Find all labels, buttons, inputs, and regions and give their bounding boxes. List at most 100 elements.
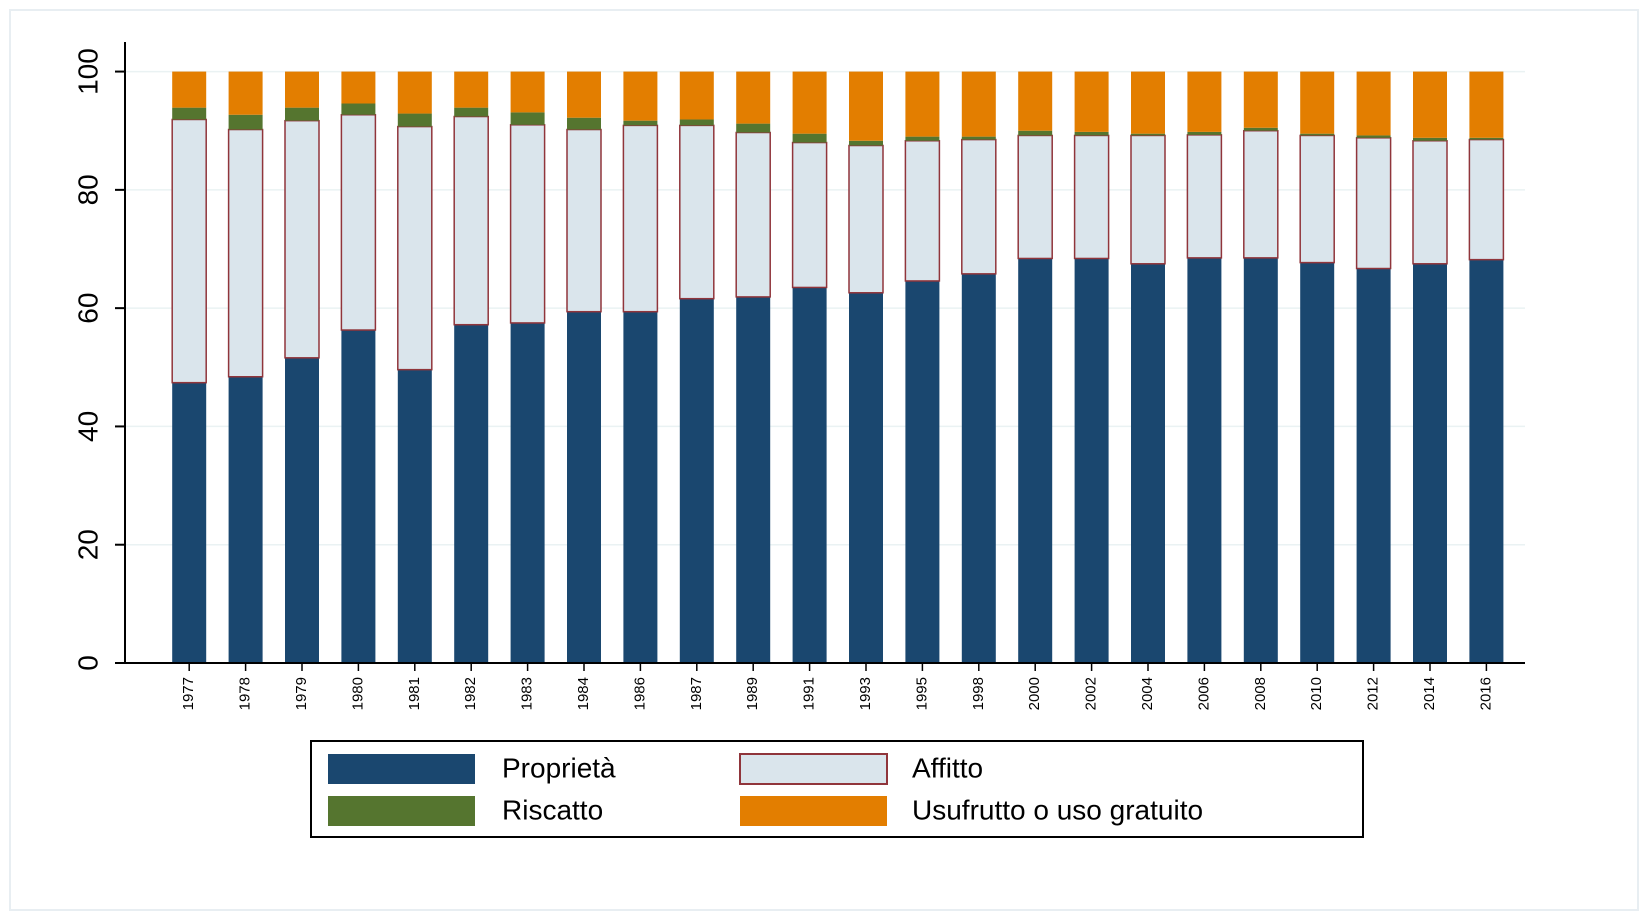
bar-segment	[510, 322, 545, 663]
x-tick-label: 1986	[631, 677, 648, 710]
x-tick-label: 1987	[688, 677, 705, 710]
bar-segment	[679, 71, 714, 120]
x-tick-label: 2016	[1477, 677, 1494, 710]
bar-segment	[1243, 129, 1279, 259]
bar-segment	[736, 71, 771, 124]
bar-segment	[1187, 71, 1222, 132]
bar-segment	[1356, 268, 1391, 663]
bar-segment	[1413, 71, 1447, 138]
bar-segment	[905, 136, 940, 141]
bar-segment	[1018, 258, 1053, 663]
bar-segment	[567, 117, 601, 130]
y-tick-label: 100	[72, 48, 103, 95]
bar-segment	[1299, 134, 1335, 264]
bar-segment	[397, 369, 432, 663]
bar-segment	[454, 324, 489, 663]
x-tick-label: 2004	[1139, 677, 1156, 710]
bar-segment	[1355, 137, 1392, 270]
x-tick-label: 2012	[1365, 677, 1382, 710]
bar-segment	[1300, 262, 1335, 663]
bar-segment	[566, 128, 602, 313]
bar-segment	[905, 71, 940, 137]
bar-segment	[1356, 71, 1391, 136]
bar-segment	[1469, 259, 1504, 663]
x-tick-label: 2002	[1083, 677, 1100, 710]
x-tick-label: 2014	[1421, 677, 1438, 710]
bar-segment	[172, 382, 207, 663]
bar-segment	[679, 119, 714, 126]
x-tick-label: 1983	[519, 677, 536, 710]
bar-segment	[1243, 127, 1278, 131]
bar-segment	[1073, 134, 1110, 260]
x-tick-label: 2008	[1252, 677, 1269, 710]
bar-segment	[623, 71, 658, 121]
bar-segment	[1300, 133, 1335, 136]
bar-segment	[1074, 71, 1109, 132]
bar-segment	[509, 124, 546, 324]
bar-segment	[171, 118, 207, 384]
bar-segment	[736, 123, 771, 133]
bar-segment	[791, 141, 828, 289]
bar-segment	[228, 114, 263, 130]
x-tick-label: 2010	[1308, 677, 1325, 710]
y-tick-label: 40	[72, 411, 103, 442]
bar-segment	[285, 357, 319, 663]
x-tick-label: 1980	[349, 677, 366, 710]
x-tick-label: 1979	[293, 677, 310, 710]
x-tick-label: 1991	[801, 677, 818, 710]
bar-segment	[792, 287, 827, 663]
bar-segment	[1186, 134, 1223, 259]
y-tick-label: 20	[72, 529, 103, 560]
bar-segment	[961, 138, 997, 275]
bar-segment	[1131, 71, 1165, 134]
legend-swatch	[740, 796, 887, 826]
bar-segment	[849, 140, 883, 146]
bar-segment	[1131, 263, 1165, 663]
bar-segment	[849, 292, 883, 663]
x-tick-label: 2000	[1026, 677, 1043, 710]
bar-segment	[1074, 131, 1109, 136]
y-tick-label: 80	[72, 174, 103, 205]
bar-segment	[1074, 258, 1109, 663]
bar-segment	[679, 298, 714, 663]
x-tick-label: 1977	[180, 677, 197, 710]
bar-segment	[1413, 137, 1447, 141]
legend-label: Riscatto	[502, 794, 603, 825]
bar-segment	[735, 131, 771, 298]
bar-segment	[341, 71, 376, 104]
bar-segment	[567, 311, 601, 663]
bar-segment	[961, 71, 996, 137]
legend-label: Proprietà	[502, 752, 616, 783]
bar-segment	[623, 311, 658, 663]
legend-label: Affitto	[912, 752, 983, 783]
bar-segment	[1469, 137, 1504, 140]
bar-segment	[1187, 131, 1222, 135]
bar-segment	[1468, 138, 1505, 261]
bar-segment	[172, 71, 207, 108]
bar-segment	[849, 71, 883, 141]
bar-segment	[1130, 134, 1166, 265]
x-tick-label: 1989	[744, 677, 761, 710]
legend-swatch	[739, 753, 888, 785]
bar-segment	[1356, 135, 1391, 138]
bar-segment	[1243, 257, 1278, 663]
bar-segment	[397, 113, 432, 127]
bar-segment	[736, 296, 771, 663]
bar-segment	[905, 280, 940, 663]
bar-segment	[228, 71, 263, 115]
bar-segment	[961, 273, 996, 663]
bar-segment	[1413, 263, 1447, 663]
y-tick-label: 60	[72, 293, 103, 324]
x-tick-label: 1982	[462, 677, 479, 710]
bar-segment	[1018, 71, 1053, 131]
bar-segment	[848, 144, 884, 294]
bar-segment	[285, 71, 319, 108]
bar-segment	[341, 330, 376, 663]
bar-segment	[961, 136, 996, 140]
bar-segment	[227, 128, 264, 378]
bar-segment	[1469, 71, 1504, 138]
bar-segment	[453, 115, 489, 326]
x-tick-label: 1993	[857, 677, 874, 710]
bar-segment	[510, 71, 545, 113]
